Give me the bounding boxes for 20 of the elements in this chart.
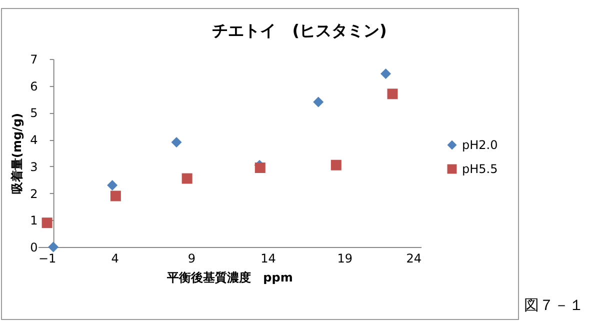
y-tick-label: 2 bbox=[30, 186, 38, 201]
x-tick-label: 9 bbox=[188, 252, 196, 266]
x-tick-label: 19 bbox=[337, 252, 353, 266]
legend-label: pH2.0 bbox=[462, 138, 498, 152]
x-tick-label: 4 bbox=[111, 252, 119, 266]
x-tick-label: 14 bbox=[260, 252, 276, 266]
x-tick-label: −1 bbox=[38, 252, 56, 266]
y-tick-label: 0 bbox=[30, 240, 38, 254]
y-tick-label: 5 bbox=[30, 106, 38, 120]
y-tick-label: 1 bbox=[30, 214, 38, 228]
y-tick-label: 6 bbox=[30, 79, 38, 94]
x-tick-label: 24 bbox=[406, 252, 422, 266]
y-tick-label: 7 bbox=[30, 52, 38, 66]
x-axis-title: 平衡後基質濃度 ppm bbox=[166, 270, 293, 284]
y-axis-title: 吸着量(mg/g) bbox=[10, 112, 24, 194]
y-tick-label: 3 bbox=[30, 160, 38, 174]
y-tick-label: 4 bbox=[30, 133, 38, 148]
chart-title: チエトイ (ヒスタミン) bbox=[212, 21, 387, 40]
legend-label: pH5.5 bbox=[462, 162, 498, 176]
caption: 図７－１ bbox=[524, 296, 584, 315]
